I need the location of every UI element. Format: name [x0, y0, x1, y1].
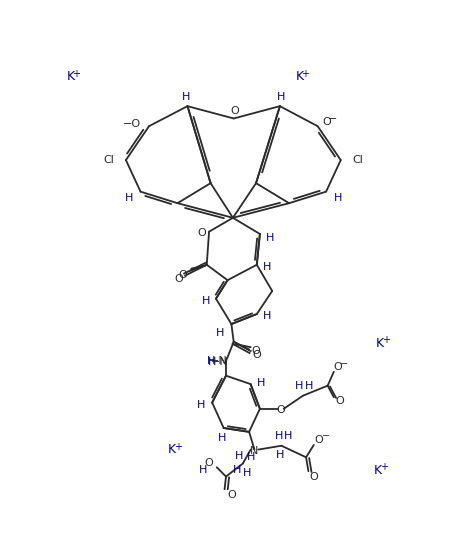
Text: H: H	[275, 450, 283, 460]
Text: O: O	[322, 117, 330, 127]
Text: H: H	[198, 466, 207, 476]
Text: +: +	[72, 69, 80, 79]
Text: Cl: Cl	[103, 155, 114, 165]
Text: H: H	[262, 262, 270, 272]
Text: +: +	[379, 462, 387, 472]
Text: O: O	[252, 350, 261, 360]
Text: −N: −N	[211, 357, 228, 367]
Text: H: H	[277, 92, 285, 102]
Text: H: H	[197, 400, 205, 410]
Text: H: H	[256, 377, 264, 387]
Text: O: O	[178, 270, 187, 280]
Text: O: O	[314, 435, 323, 445]
Text: Cl: Cl	[351, 155, 362, 165]
Text: O: O	[335, 396, 344, 406]
Text: H: H	[294, 381, 303, 391]
Text: H: H	[283, 431, 292, 441]
Text: H: H	[246, 452, 254, 462]
Text: H: H	[217, 433, 226, 443]
Text: O: O	[333, 362, 341, 372]
Text: O: O	[309, 472, 318, 482]
Text: −N: −N	[210, 356, 228, 366]
Text: +: +	[174, 441, 182, 451]
Text: H: H	[182, 92, 190, 102]
Text: O: O	[251, 346, 260, 356]
Text: N: N	[250, 446, 258, 456]
Text: H: H	[207, 357, 216, 367]
Text: K: K	[373, 464, 381, 477]
Text: +: +	[381, 335, 389, 345]
Text: K: K	[375, 337, 383, 350]
Text: H: H	[125, 193, 133, 203]
Text: −: −	[328, 114, 337, 124]
Text: H: H	[274, 431, 283, 441]
Text: K: K	[66, 71, 74, 83]
Text: +: +	[301, 69, 308, 79]
Text: K: K	[168, 443, 176, 456]
Text: H: H	[232, 464, 240, 474]
Text: −: −	[321, 431, 329, 441]
Text: H: H	[262, 311, 270, 321]
Text: O: O	[228, 490, 236, 500]
Text: O: O	[276, 406, 284, 415]
Text: O: O	[230, 106, 239, 116]
Text: O: O	[173, 274, 182, 284]
Text: H: H	[215, 328, 223, 338]
Text: K: K	[295, 71, 303, 83]
Text: H: H	[265, 233, 273, 243]
Text: H: H	[202, 296, 210, 306]
Text: H: H	[234, 451, 243, 461]
Text: H: H	[333, 193, 341, 203]
Text: −O: −O	[123, 119, 141, 129]
Text: O: O	[197, 228, 205, 238]
Text: H: H	[207, 356, 215, 366]
Text: H: H	[242, 468, 250, 478]
Text: H: H	[304, 381, 313, 391]
Text: O: O	[204, 458, 213, 468]
Text: −: −	[339, 359, 347, 369]
